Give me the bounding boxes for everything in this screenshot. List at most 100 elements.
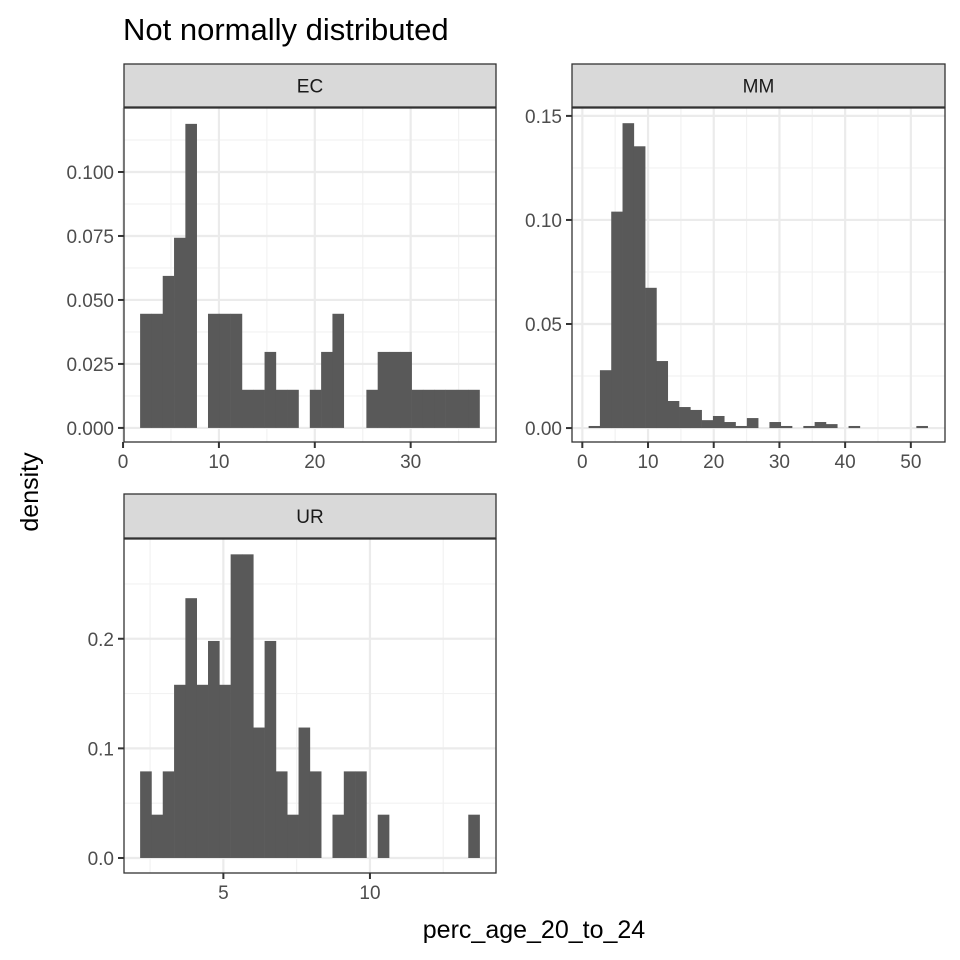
histogram-bar-mm-5 bbox=[645, 287, 657, 429]
facet-panel-ur: UR 5 10 0.0 0.1 0.2 bbox=[88, 493, 497, 904]
histogram-bar-ur-18 bbox=[343, 771, 356, 858]
histogram-bar-ec-1 bbox=[151, 313, 164, 428]
histogram-bar-ur-8 bbox=[230, 554, 243, 858]
histogram-bar-mm-3 bbox=[622, 123, 635, 429]
panel-border bbox=[571, 107, 946, 443]
histogram-bar-ec-10 bbox=[253, 389, 265, 428]
histogram-bar-ur-2 bbox=[162, 771, 175, 858]
histogram-bar-mm-4 bbox=[633, 146, 646, 429]
histogram-bar-ur-29 bbox=[468, 814, 480, 858]
histogram-bar-ec-8 bbox=[230, 313, 243, 428]
histogram-bar-ec-15 bbox=[309, 389, 322, 428]
histogram-bar-ec-29 bbox=[468, 389, 480, 428]
histogram-bar-ec-11 bbox=[264, 351, 277, 428]
histogram-bar-ur-9 bbox=[241, 554, 254, 858]
histogram-bar-ec-7 bbox=[219, 313, 231, 428]
facet-strip-mm bbox=[571, 63, 946, 108]
histogram-bar-mm-21 bbox=[825, 424, 838, 429]
histogram-bar-ec-25 bbox=[422, 389, 435, 428]
histogram-bar-ec-16 bbox=[321, 351, 333, 428]
x-tick-label: 50 bbox=[900, 452, 921, 473]
facet-panel-mm: MM 0 10 20 30 40 50 0.00 0.05 0.10 0.15 bbox=[525, 63, 946, 473]
facet-strip-label: EC bbox=[297, 77, 323, 98]
histogram-bar-ec-17 bbox=[332, 313, 345, 428]
histogram-bar-ur-21 bbox=[377, 814, 390, 858]
panel-border bbox=[123, 538, 497, 874]
x-tick-label: 10 bbox=[208, 452, 229, 473]
histogram-bar-ur-0 bbox=[140, 771, 152, 858]
histogram-bar-ec-9 bbox=[241, 389, 254, 428]
histogram-bar-ur-13 bbox=[287, 814, 299, 858]
histogram-bar-mm-0 bbox=[588, 425, 601, 429]
histogram-bar-ec-4 bbox=[185, 123, 197, 428]
histogram-bar-ur-15 bbox=[309, 771, 322, 858]
histogram-bar-ec-3 bbox=[174, 237, 186, 428]
histogram-bar-mm-13 bbox=[735, 425, 748, 429]
histogram-bar-ur-14 bbox=[298, 727, 311, 858]
histogram-bar-ec-28 bbox=[456, 389, 469, 428]
y-tick-label: 0.025 bbox=[66, 355, 114, 376]
chart-title: Not normally distributed bbox=[123, 12, 449, 47]
y-tick-label: 0.000 bbox=[66, 419, 114, 440]
x-tick-label: 10 bbox=[359, 883, 380, 904]
histogram-bar-ec-2 bbox=[162, 275, 175, 428]
histogram-bar-mm-16 bbox=[769, 422, 782, 429]
histogram-bar-ur-11 bbox=[264, 640, 277, 858]
facet-strip-ec bbox=[123, 63, 497, 108]
histogram-bar-mm-29 bbox=[916, 425, 928, 429]
facet-panel-ec: EC 0 10 20 30 0.000 0.025 0.050 0.075 0.100 bbox=[66, 63, 497, 473]
histogram-bar-mm-2 bbox=[611, 211, 623, 429]
x-tick-label: 10 bbox=[637, 452, 658, 473]
y-tick-label: 0.100 bbox=[66, 163, 114, 184]
histogram-bar-mm-11 bbox=[712, 415, 725, 429]
x-tick-label: 40 bbox=[835, 452, 856, 473]
histogram-bar-mm-6 bbox=[656, 361, 669, 429]
histogram-bar-ec-13 bbox=[287, 389, 299, 428]
x-tick-label: 30 bbox=[400, 452, 421, 473]
facet-strip-ur bbox=[123, 493, 497, 539]
y-tick-label: 0.050 bbox=[66, 291, 114, 312]
histogram-bar-mm-10 bbox=[701, 420, 714, 429]
histogram-bar-mm-12 bbox=[724, 422, 736, 429]
x-tick-label: 20 bbox=[703, 452, 724, 473]
histogram-bar-ur-10 bbox=[253, 727, 265, 858]
y-tick-label: 0.05 bbox=[525, 315, 562, 336]
y-axis-title: density bbox=[16, 452, 44, 532]
histogram-bar-ec-20 bbox=[366, 389, 378, 428]
y-tick-label: 0.00 bbox=[525, 419, 562, 440]
histogram-bar-ur-1 bbox=[151, 814, 164, 858]
histogram-bar-ur-5 bbox=[196, 684, 209, 858]
y-tick-label: 0.075 bbox=[66, 227, 114, 248]
histogram-bar-ur-19 bbox=[355, 771, 367, 858]
histogram-bar-mm-9 bbox=[690, 409, 702, 429]
histogram-bar-mm-23 bbox=[848, 425, 861, 429]
facet-strip-label: MM bbox=[743, 77, 775, 98]
histogram-bar-mm-17 bbox=[780, 425, 793, 429]
x-tick-label: 20 bbox=[304, 452, 325, 473]
facet-strip-label: UR bbox=[296, 507, 323, 528]
x-tick-label: 0 bbox=[577, 452, 588, 473]
x-tick-label: 30 bbox=[769, 452, 790, 473]
histogram-bar-ec-23 bbox=[400, 351, 412, 428]
histogram-bar-ec-24 bbox=[411, 389, 424, 428]
histogram-bar-ur-6 bbox=[208, 640, 220, 858]
y-tick-label: 0.15 bbox=[525, 107, 562, 128]
histogram-bar-mm-14 bbox=[746, 418, 759, 429]
histogram-bar-ur-4 bbox=[185, 598, 197, 858]
x-axis-title: perc_age_20_to_24 bbox=[423, 916, 646, 944]
histogram-bar-mm-8 bbox=[679, 407, 691, 429]
x-tick-label: 0 bbox=[118, 452, 129, 473]
histogram-bar-ec-21 bbox=[377, 351, 390, 428]
histogram-bar-ur-12 bbox=[275, 771, 288, 858]
y-tick-label: 0.1 bbox=[88, 739, 114, 760]
histogram-bar-mm-1 bbox=[599, 370, 612, 429]
histogram-bar-ur-17 bbox=[332, 814, 345, 858]
panel-border bbox=[123, 107, 497, 443]
y-tick-label: 0.10 bbox=[525, 211, 562, 232]
histogram-bar-ur-7 bbox=[219, 684, 231, 858]
histogram-bar-ec-26 bbox=[434, 389, 446, 428]
histogram-bar-ec-6 bbox=[207, 313, 220, 428]
histogram-bar-ec-27 bbox=[445, 389, 458, 428]
histogram-bar-mm-20 bbox=[814, 422, 827, 429]
